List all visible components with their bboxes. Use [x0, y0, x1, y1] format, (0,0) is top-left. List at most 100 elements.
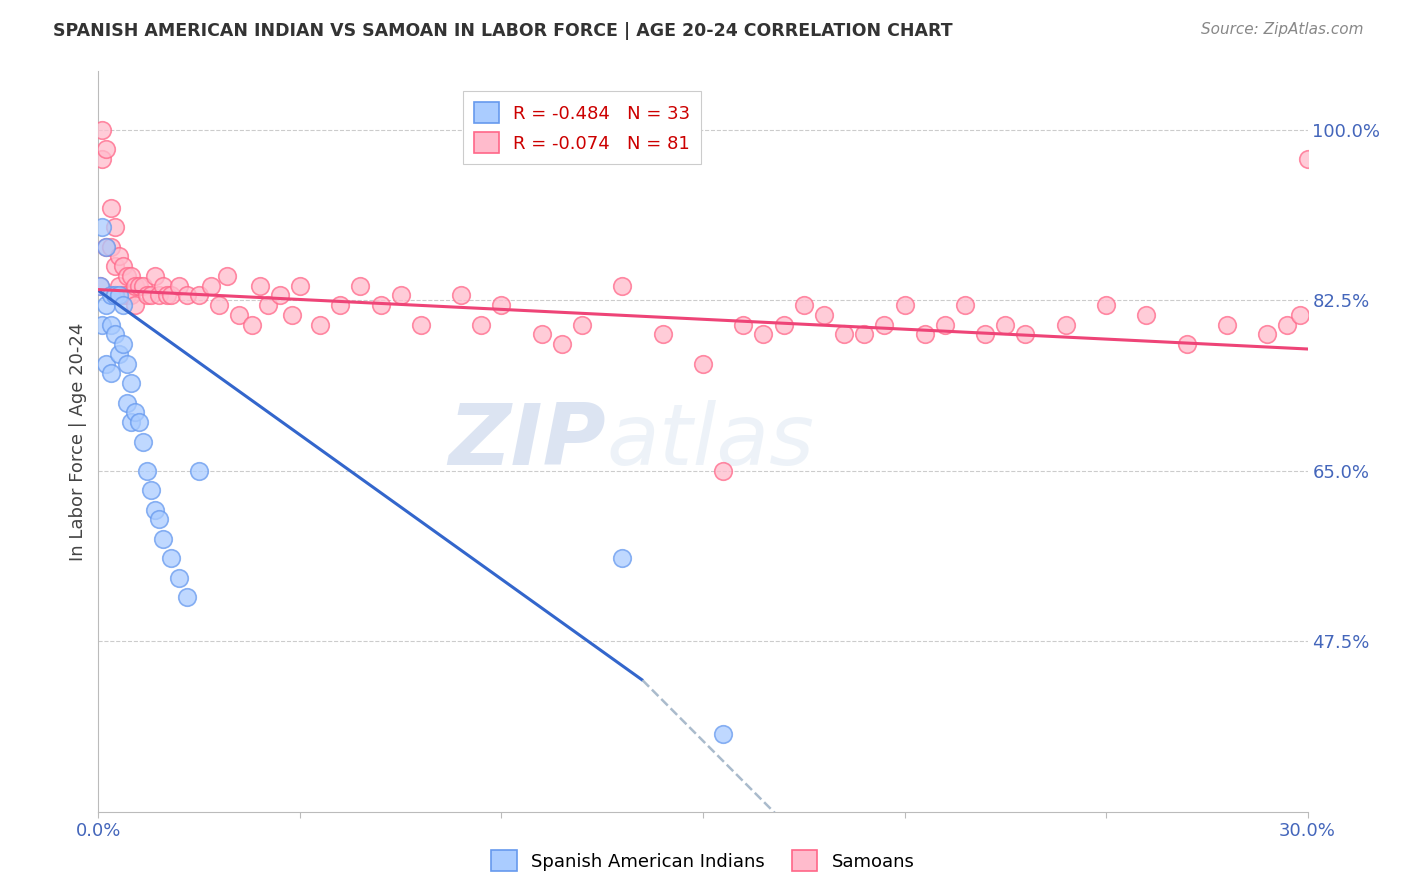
Point: [873, 318, 896, 332]
Point: [120, 268, 142, 283]
Point: [135, 464, 157, 478]
Point: [530, 327, 553, 342]
Point: [934, 318, 956, 332]
Point: [124, 278, 146, 293]
Point: [111, 337, 134, 351]
Point: [96, 298, 118, 312]
Point: [309, 318, 332, 332]
Point: [217, 268, 239, 283]
Point: [91, 123, 114, 137]
Point: [1277, 318, 1299, 332]
Point: [188, 288, 211, 302]
Point: [249, 278, 271, 293]
Point: [1216, 318, 1239, 332]
Point: [167, 571, 190, 585]
Point: [832, 327, 855, 342]
Point: [132, 434, 155, 449]
Point: [571, 318, 593, 332]
Point: [160, 551, 183, 566]
Point: [167, 278, 190, 293]
Point: [115, 288, 138, 302]
Point: [188, 464, 211, 478]
Point: [612, 551, 634, 566]
Point: [974, 327, 997, 342]
Point: [240, 318, 263, 332]
Point: [370, 298, 392, 312]
Point: [120, 415, 142, 429]
Point: [256, 298, 278, 312]
Point: [1095, 298, 1118, 312]
Point: [111, 259, 134, 273]
Point: [128, 278, 150, 293]
Point: [1256, 327, 1278, 342]
Point: [148, 512, 170, 526]
Point: [100, 201, 122, 215]
Point: [96, 240, 118, 254]
Point: [103, 327, 125, 342]
Point: [176, 591, 198, 605]
Point: [450, 288, 472, 302]
Point: [1014, 327, 1036, 342]
Point: [89, 278, 111, 293]
Point: [409, 318, 432, 332]
Point: [953, 298, 976, 312]
Point: [1054, 318, 1077, 332]
Point: [793, 298, 815, 312]
Point: [733, 318, 755, 332]
Point: [160, 288, 183, 302]
Point: [124, 405, 146, 419]
Point: [813, 308, 835, 322]
Point: [135, 288, 157, 302]
Point: [1296, 152, 1319, 166]
Point: [100, 318, 122, 332]
Point: [349, 278, 371, 293]
Point: [115, 357, 138, 371]
Point: [1135, 308, 1157, 322]
Point: [124, 298, 146, 312]
Point: [103, 259, 125, 273]
Point: [107, 288, 129, 302]
Point: [96, 142, 118, 156]
Text: ZIP: ZIP: [449, 400, 606, 483]
Point: [103, 220, 125, 235]
Point: [288, 278, 311, 293]
Point: [389, 288, 412, 302]
Point: [111, 288, 134, 302]
Point: [139, 483, 162, 498]
Point: [853, 327, 876, 342]
Point: [228, 308, 250, 322]
Point: [893, 298, 915, 312]
Point: [143, 502, 166, 516]
Point: [156, 288, 179, 302]
Point: [208, 298, 231, 312]
Point: [200, 278, 222, 293]
Point: [91, 152, 114, 166]
Point: [692, 357, 714, 371]
Point: [281, 308, 304, 322]
Point: [115, 395, 138, 409]
Point: [91, 220, 114, 235]
Point: [132, 278, 155, 293]
Text: atlas: atlas: [606, 400, 814, 483]
Point: [470, 318, 492, 332]
Point: [111, 298, 134, 312]
Point: [152, 532, 174, 546]
Text: SPANISH AMERICAN INDIAN VS SAMOAN IN LABOR FORCE | AGE 20-24 CORRELATION CHART: SPANISH AMERICAN INDIAN VS SAMOAN IN LAB…: [53, 22, 953, 40]
Point: [100, 288, 122, 302]
Point: [120, 288, 142, 302]
Point: [89, 278, 111, 293]
Point: [772, 318, 794, 332]
Point: [107, 250, 129, 264]
Point: [176, 288, 198, 302]
Legend: R = -0.484   N = 33, R = -0.074   N = 81: R = -0.484 N = 33, R = -0.074 N = 81: [463, 92, 702, 164]
Point: [128, 415, 150, 429]
Point: [711, 464, 734, 478]
Legend: Spanish American Indians, Samoans: Spanish American Indians, Samoans: [484, 843, 922, 879]
Point: [143, 268, 166, 283]
Point: [107, 347, 129, 361]
Point: [1175, 337, 1198, 351]
Point: [152, 278, 174, 293]
Point: [107, 278, 129, 293]
Point: [711, 727, 734, 741]
Text: Source: ZipAtlas.com: Source: ZipAtlas.com: [1201, 22, 1364, 37]
